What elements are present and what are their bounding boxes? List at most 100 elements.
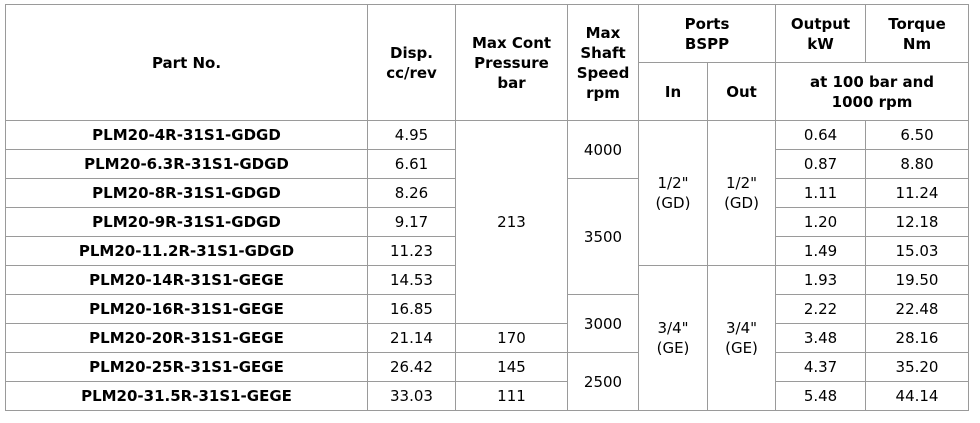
cell-text: 16.85 (390, 300, 433, 318)
table-cell: 44.14 (865, 381, 970, 411)
cell-text: 0.87 (803, 155, 838, 173)
table-cell: 11.24 (865, 178, 970, 208)
table-cell: 1.49 (775, 236, 867, 266)
table-cell: 26.42 (367, 352, 456, 382)
part-number-cell: PLM20-11.2R-31S1-GDGD (5, 236, 368, 266)
table-body: PLM20-4R-31S1-GDGD 4.95 213 4000 1/2" (GD) 1/2… (5, 120, 970, 411)
table-cell: 3/4" (GE) (638, 265, 708, 411)
table-cell: 1.20 (775, 207, 867, 237)
header-text: Part No. (151, 53, 222, 72)
cell-text: 1.49 (803, 242, 838, 260)
cell-text: kW (807, 34, 834, 53)
table-cell: 22.48 (865, 294, 970, 324)
cell-text: 11.24 (895, 184, 939, 202)
cell-text: PLM20-11.2R-31S1-GDGD (78, 242, 295, 260)
table-row: PLM20-25R-31S1-GEGE 26.42 145 2500 4.37 35.20 (5, 352, 970, 411)
cell-text: 21.14 (390, 329, 433, 347)
cell-text: (GD) (655, 194, 691, 212)
header-cell: Max Cont Pressure bar (455, 4, 568, 121)
part-number-cell: PLM20-20R-31S1-GEGE (5, 323, 368, 353)
cell-text: 111 (497, 387, 526, 405)
cell-text: BSPP (684, 34, 730, 53)
table-cell: 1.11 (775, 178, 867, 208)
cell-text: PLM20-14R-31S1-GEGE (89, 271, 284, 289)
cell-text: PLM20-6.3R-31S1-GDGD (84, 155, 289, 173)
table-cell: 14.53 (367, 265, 456, 295)
cell-text: 2500 (583, 372, 623, 391)
header-cell: Ports BSPP (637, 4, 777, 63)
cell-text: rpm (586, 83, 620, 102)
header-cell: Out (706, 62, 777, 121)
cell-text: 1/2" (725, 174, 758, 192)
table-cell: 2.22 (775, 294, 867, 324)
cell-text: at 100 bar and (809, 72, 935, 91)
cell-text: 11.23 (390, 242, 433, 260)
cell-text: 1/2" (657, 174, 689, 192)
header-cell: In (638, 62, 708, 121)
table-cell: 1.93 (775, 265, 867, 295)
table-cell: 6.61 (367, 149, 456, 179)
cell-text: 3500 (583, 227, 623, 246)
table-cell: 6.50 (865, 120, 970, 150)
table-cell: 5.48 (775, 381, 867, 411)
cell-text: Nm (902, 34, 932, 53)
cell-text: 1.20 (803, 213, 838, 231)
cell-text: 1.93 (803, 271, 838, 289)
table-cell: 15.03 (865, 236, 970, 266)
table-row: PLM20-14R-31S1-GEGE 14.53 3/4" (GE) 3/4" (GE)… (5, 265, 970, 411)
table-row: PLM20-20R-31S1-GEGE 21.14 170 3.48 28.16 (5, 323, 970, 353)
part-number-cell: PLM20-4R-31S1-GDGD (5, 120, 368, 150)
cell-text: 44.14 (895, 387, 939, 405)
table-cell: 145 (455, 352, 568, 382)
cell-text: PLM20-25R-31S1-GEGE (89, 358, 284, 376)
table-cell: 16.85 (367, 294, 456, 324)
cell-text: 2.22 (803, 300, 838, 318)
cell-text: 8.26 (394, 184, 429, 202)
cell-text: 213 (497, 213, 526, 231)
header-cell: at 100 bar and 1000 rpm (775, 62, 970, 121)
cell-text: Pressure (474, 53, 549, 72)
cell-text: PLM20-9R-31S1-GDGD (92, 213, 281, 231)
table-cell: 8.80 (865, 149, 970, 179)
table-row: PLM20-11.2R-31S1-GDGD 11.23 1.49 15.03 (5, 236, 970, 266)
table-cell: 35.20 (865, 352, 970, 382)
table-cell: 3.48 (775, 323, 867, 353)
cell-text: bar (497, 73, 526, 92)
table-cell: 9.17 (367, 207, 456, 237)
table-row: PLM20-8R-31S1-GDGD 8.26 3500 1.11 11.24 (5, 178, 970, 295)
cell-text: PLM20-16R-31S1-GEGE (89, 300, 284, 318)
table-cell: 11.23 (367, 236, 456, 266)
cell-text: 1.11 (803, 184, 838, 202)
table-row: PLM20-6.3R-31S1-GDGD 6.61 0.87 8.80 (5, 149, 970, 179)
table-cell: 33.03 (367, 381, 456, 411)
cell-text: 19.50 (895, 271, 939, 289)
cell-text: 8.80 (900, 155, 934, 173)
cell-text: Max Cont (471, 33, 552, 52)
cell-text: Disp. (390, 43, 433, 62)
cell-text: (GE) (725, 339, 758, 357)
cell-text: 4.95 (394, 126, 429, 144)
table-cell: 0.87 (775, 149, 867, 179)
table-cell: 21.14 (367, 323, 456, 353)
cell-text: 3.48 (803, 329, 838, 347)
part-number-cell: PLM20-14R-31S1-GEGE (5, 265, 368, 295)
header-cell: Part No. (5, 4, 368, 121)
cell-text: 28.16 (895, 329, 939, 347)
cell-text: PLM20-20R-31S1-GEGE (89, 329, 284, 347)
header-cell: Disp. cc/rev (367, 4, 456, 121)
table-cell: 1/2" (GD) (638, 120, 708, 266)
table-row: PLM20-31.5R-31S1-GEGE 33.03 111 5.48 44.14 (5, 381, 970, 411)
cell-text: Shaft (580, 43, 626, 62)
table-cell: 28.16 (865, 323, 970, 353)
cell-text: 1000 rpm (831, 92, 913, 111)
part-number-cell: PLM20-8R-31S1-GDGD (5, 178, 368, 208)
table-cell: 4.37 (775, 352, 867, 382)
cell-text: 14.53 (390, 271, 433, 289)
part-number-cell: PLM20-31.5R-31S1-GEGE (5, 381, 368, 411)
cell-text: (GE) (656, 339, 690, 357)
header-cell: Max Shaft Speed rpm (567, 4, 639, 121)
part-number-cell: PLM20-25R-31S1-GEGE (5, 352, 368, 382)
part-number-cell: PLM20-16R-31S1-GEGE (5, 294, 368, 324)
cell-text: Ports (684, 14, 730, 33)
